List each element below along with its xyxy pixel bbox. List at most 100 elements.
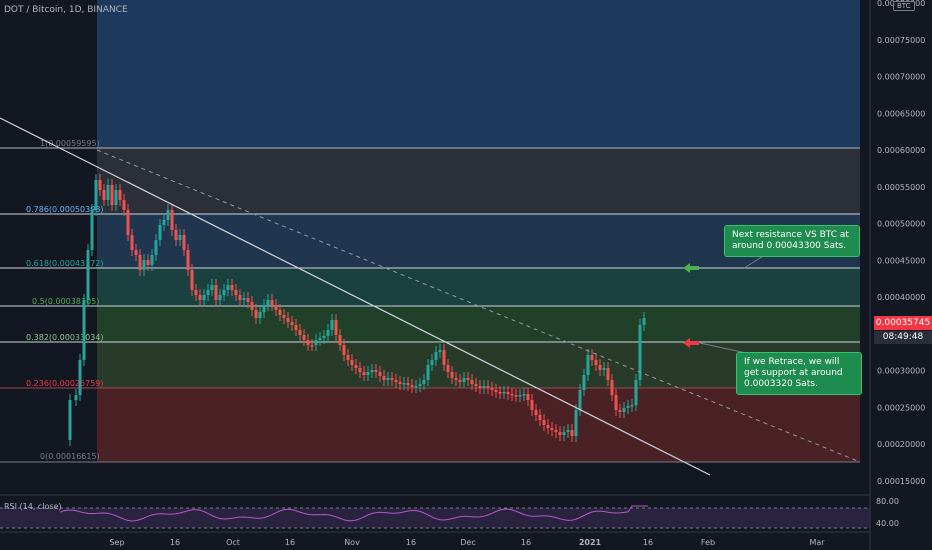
candle-body [542,420,546,425]
fib-zone-top [97,0,860,148]
candle-body [166,210,170,220]
candle-body [602,368,606,370]
candle-body [258,312,262,318]
candle-body [286,318,290,322]
fib-label-0786: 0.786(0.00050398) [26,205,104,214]
fib-zone-4 [97,306,860,342]
fib-label-0: 0(0.00016615) [40,452,100,461]
candle-body [378,372,382,376]
price-tick: 0.00055000 [877,183,925,192]
candle-body [238,295,242,300]
candle-body [68,400,72,440]
time-axis[interactable]: Sep 16 Oct 16 Nov 16 Dec 16 2021 16 Feb Mar [109,538,825,547]
callout-support[interactable]: If we Retrace, we will get support at ar… [736,352,862,395]
candle-body [498,392,502,394]
candle-body [82,300,86,360]
current-price-label: 0.00035745 [874,316,932,330]
candle-body [626,406,630,408]
candle-body [214,285,218,300]
candle-body [422,380,426,384]
candle-body [170,210,174,230]
candle-body [102,190,106,200]
candle-body [554,430,558,432]
candle-body [634,380,638,405]
candle-body [546,425,550,428]
candle-body [178,235,182,240]
candle-body [86,250,90,300]
candle-body [418,384,422,386]
candle-body [206,290,210,295]
candle-body [78,360,82,395]
candle-body [426,365,430,380]
candle-body [538,415,542,420]
candle-body [186,250,190,270]
time-tick: 16 [643,538,653,547]
candle-body [134,250,138,255]
symbol-header: DOT / Bitcoin, 1D, BINANCE [4,5,128,15]
candle-body [590,355,594,360]
candle-body [410,385,414,387]
candle-body [450,372,454,378]
candle-body [362,372,366,375]
candle-body [330,320,334,330]
candle-body [126,210,130,235]
candle-body [250,302,254,310]
candle-body [94,180,98,210]
candle-body [442,350,446,365]
candle-body [638,325,642,380]
countdown-label: 08:49:48 [874,331,932,344]
candle-body [486,386,490,388]
candle-body [534,410,538,415]
candle-body [374,370,378,372]
candle-body [106,185,110,200]
price-tick: 0.00075000 [877,36,925,45]
candle-body [478,386,482,388]
trend-line-solid[interactable] [0,117,711,476]
candle-body [438,350,442,352]
candle-body [586,355,590,375]
time-tick: Mar [809,538,825,547]
candle-body [262,305,266,312]
candle-body [566,430,570,432]
candle-body [598,365,602,370]
trend-line-dashed[interactable] [96,149,861,463]
candle-body [150,255,154,265]
candle-body [146,260,150,265]
candle-body [458,380,462,382]
candle-body [254,310,258,318]
candle-body [622,408,626,412]
candle-body [394,380,398,382]
candle-body [502,392,506,394]
candle-body [98,180,102,190]
candle-body [594,360,598,365]
candle-body [370,370,374,372]
candle-body [614,395,618,410]
candle-body [298,330,302,335]
rsi-line [59,505,648,522]
candle-body [350,360,354,365]
currency-badge[interactable]: BTC [893,1,915,11]
candle-body [434,352,438,360]
candle-body [278,310,282,315]
price-axis[interactable]: 0.000800000.000750000.000700000.00065000… [877,0,925,486]
candle-body [462,378,466,382]
candle-body [294,325,298,330]
candle-body [326,330,330,336]
candle-body [526,394,530,400]
callout-resistance[interactable]: Next resistance VS BTC at around 0.00043… [724,225,860,257]
candle-body [466,378,470,380]
candle-body [234,290,238,295]
candle-body [162,220,166,225]
candle-body [130,235,134,250]
candle-body [302,335,306,340]
candle-body [306,340,310,345]
time-tick: 16 [406,538,416,547]
price-tick: 0.00020000 [877,440,925,449]
price-tick: 0.00065000 [877,109,925,118]
time-tick: Sep [109,538,124,547]
candle-body [550,428,554,430]
candle-body [430,360,434,365]
candle-body [630,405,634,407]
candle-body [514,395,518,397]
